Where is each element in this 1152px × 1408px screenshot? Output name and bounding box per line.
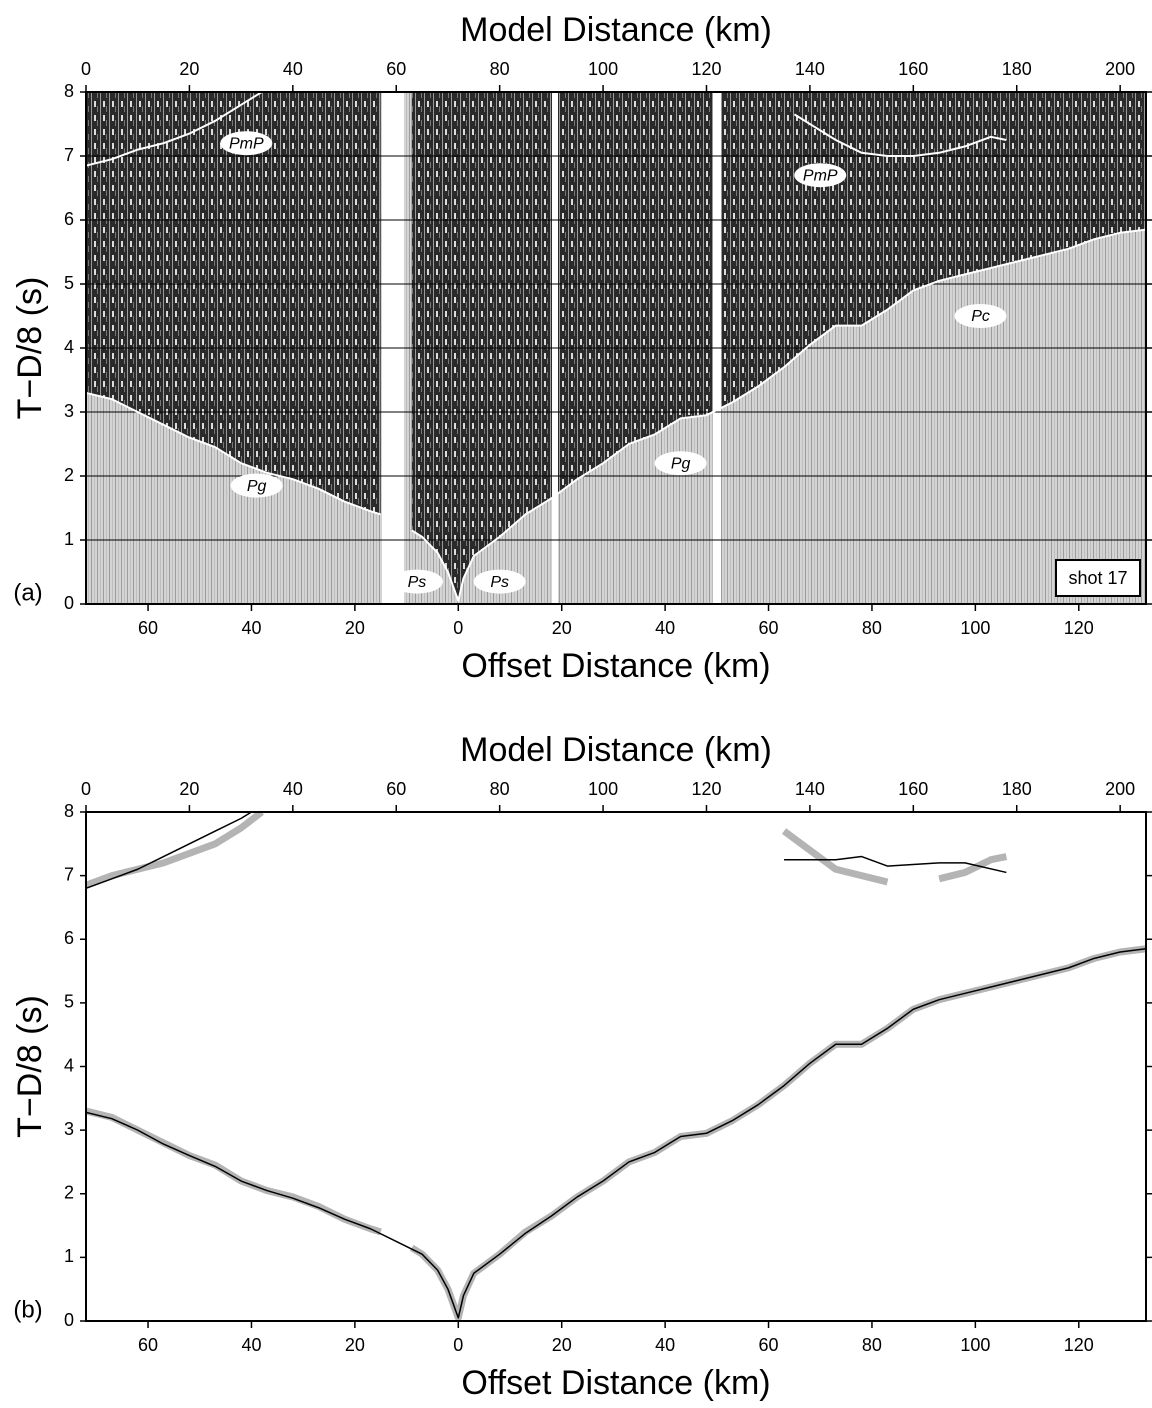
x2-tick-label: 40	[241, 1335, 261, 1355]
y-tick-label: 7	[64, 145, 74, 165]
y-tick-label: 3	[64, 401, 74, 421]
x-tick-label: 140	[795, 59, 825, 79]
x-tick-label: 60	[386, 59, 406, 79]
shot-label: shot 17	[1068, 568, 1127, 588]
y-tick-label: 0	[64, 593, 74, 613]
travel-time-curve	[86, 228, 1146, 602]
x2-tick-label: 60	[138, 1335, 158, 1355]
plot-area	[86, 92, 1146, 604]
travel-time-curve	[793, 113, 1007, 157]
shot-box	[1055, 559, 1141, 597]
y-tick-label: 1	[64, 1246, 74, 1266]
travel-time-curve	[86, 948, 1146, 1319]
x-tick-label: 80	[490, 779, 510, 799]
seismic-energy	[86, 92, 1146, 601]
x-tick-label: 160	[898, 779, 928, 799]
y-tick-label: 6	[64, 928, 74, 948]
x-tick-label: 100	[588, 59, 618, 79]
y-tick-label: 5	[64, 992, 74, 1012]
phase-label-bg	[220, 131, 273, 156]
y-tick-label: 2	[64, 1183, 74, 1203]
phase-label-bg	[654, 451, 707, 476]
phase-label-bg	[230, 473, 283, 498]
x-tick-label: 180	[1002, 779, 1032, 799]
travel-time-curve	[86, 92, 263, 167]
y-tick-label: 7	[64, 864, 74, 884]
x-tick-label: 120	[691, 59, 721, 79]
bottom-axis-title: Offset Distance (km)	[461, 1364, 770, 1402]
x2-tick-label: 20	[345, 1335, 365, 1355]
x2-tick-label: 80	[862, 618, 882, 638]
x-tick-label: 60	[386, 779, 406, 799]
x-tick-label: 40	[283, 59, 303, 79]
phase-label: Pg	[671, 455, 691, 472]
travel-time-curve	[784, 855, 1007, 874]
y-axis-title: T−D/8 (s)	[11, 277, 49, 420]
x2-tick-label: 20	[345, 618, 365, 638]
x-tick-label: 80	[490, 59, 510, 79]
phase-label-bg	[794, 163, 847, 188]
x-tick-label: 100	[588, 779, 618, 799]
x2-tick-label: 80	[862, 1335, 882, 1355]
x2-tick-label: 60	[759, 618, 779, 638]
x-tick-label: 140	[795, 779, 825, 799]
y-tick-label: 5	[64, 273, 74, 293]
x-tick-label: 0	[81, 779, 91, 799]
x2-tick-label: 0	[453, 618, 463, 638]
phase-label: Pc	[971, 308, 990, 325]
y-tick-label: 8	[64, 81, 74, 101]
x2-tick-label: 100	[960, 618, 990, 638]
travel-time-curve	[86, 812, 252, 890]
phase-label-bg	[954, 304, 1007, 328]
y-tick-label: 3	[64, 1119, 74, 1139]
x-tick-label: 200	[1105, 59, 1135, 79]
x2-tick-label: 60	[759, 1335, 779, 1355]
plot-area	[86, 812, 1146, 1321]
y-tick-label: 4	[64, 337, 74, 357]
panel-label: (b)	[13, 1296, 42, 1323]
x2-tick-label: 40	[655, 618, 675, 638]
x-tick-label: 20	[179, 59, 199, 79]
x-tick-label: 120	[691, 779, 721, 799]
x2-tick-label: 20	[552, 1335, 572, 1355]
panel-label: (a)	[13, 579, 42, 606]
travel-time-curve	[86, 812, 264, 889]
x2-tick-label: 40	[655, 1335, 675, 1355]
x2-tick-label: 120	[1064, 618, 1094, 638]
phase-label: Pg	[247, 478, 267, 495]
y-tick-label: 8	[64, 801, 74, 821]
x-tick-label: 40	[283, 779, 303, 799]
x-tick-label: 200	[1105, 779, 1135, 799]
x-tick-label: 0	[81, 59, 91, 79]
x2-tick-label: 40	[241, 618, 261, 638]
y-tick-label: 6	[64, 209, 74, 229]
phase-label-bg	[473, 569, 526, 594]
x2-tick-label: 100	[960, 1335, 990, 1355]
phase-label: PmP	[229, 135, 264, 152]
x2-tick-label: 0	[453, 1335, 463, 1355]
y-tick-label: 4	[64, 1055, 74, 1075]
phase-label-bg	[390, 569, 443, 594]
phase-label: PmP	[803, 167, 838, 184]
x-tick-label: 20	[179, 779, 199, 799]
top-axis-title: Model Distance (km)	[460, 11, 772, 49]
y-tick-label: 0	[64, 1310, 74, 1330]
bottom-axis-title: Offset Distance (km)	[461, 647, 770, 685]
phase-label: Ps	[408, 574, 427, 591]
x2-tick-label: 20	[552, 618, 572, 638]
x2-tick-label: 60	[138, 618, 158, 638]
plot-background	[86, 812, 1146, 1321]
x-tick-label: 180	[1002, 59, 1032, 79]
y-tick-label: 2	[64, 465, 74, 485]
x2-tick-label: 120	[1064, 1335, 1094, 1355]
y-axis-title: T−D/8 (s)	[11, 995, 49, 1138]
phase-label: Ps	[490, 574, 509, 591]
y-tick-label: 1	[64, 529, 74, 549]
x-tick-label: 160	[898, 59, 928, 79]
top-axis-title: Model Distance (km)	[460, 731, 772, 769]
